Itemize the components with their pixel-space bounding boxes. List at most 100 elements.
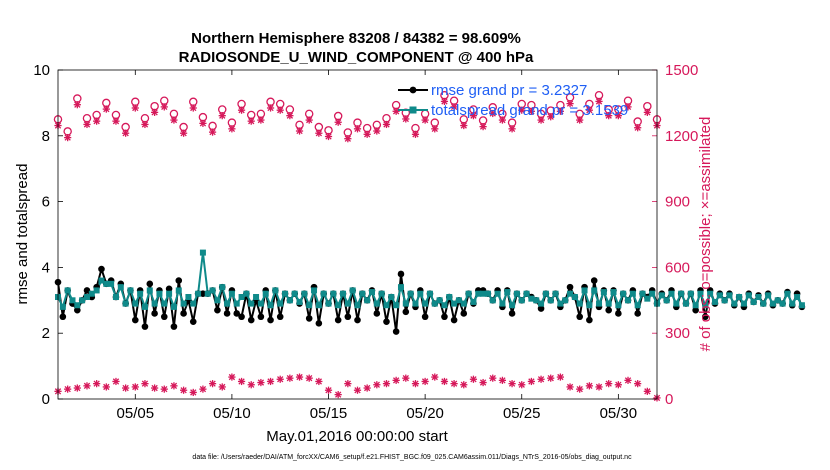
- totalspread-point: [151, 300, 158, 307]
- totalspread-point: [581, 287, 588, 294]
- totalspread-point: [779, 300, 786, 307]
- y-right-tick-label: 1200: [665, 128, 698, 145]
- obs-rejected-point: [508, 380, 516, 388]
- chart-title-line2: RADIOSONDE_U_WIND_COMPONENT @ 400 hPa: [179, 49, 534, 66]
- obs-assimilated-point: [479, 123, 487, 131]
- obs-assimilated-point: [266, 104, 275, 112]
- totalspread-point: [644, 295, 651, 302]
- totalspread-point: [286, 297, 293, 304]
- x-tick-label: 05/20: [406, 405, 444, 422]
- obs-rejected-point: [228, 373, 236, 381]
- totalspread-point: [325, 300, 332, 307]
- rmse-point: [83, 287, 91, 294]
- obs-rejected-point: [247, 381, 255, 389]
- totalspread-point: [88, 290, 95, 297]
- obs-rejected-point: [547, 374, 555, 382]
- rmse-point: [421, 313, 429, 321]
- obs-rejected-point: [595, 383, 603, 391]
- totalspread-point: [112, 294, 119, 301]
- totalspread-point: [340, 290, 347, 297]
- obs-assimilated-point: [469, 112, 478, 120]
- obs-rejected-point: [102, 383, 110, 391]
- obs-rejected-point: [460, 381, 468, 389]
- obs-assimilated-point: [112, 117, 120, 125]
- totalspread-point: [504, 289, 511, 296]
- obs-rejected-point: [576, 385, 584, 393]
- totalspread-point: [69, 297, 76, 304]
- y-axis-right-label: # of obs: o=possible; ×=assimilated: [697, 117, 714, 352]
- totalspread-point: [499, 300, 506, 307]
- rmse-point: [634, 310, 641, 317]
- totalspread-point: [470, 298, 477, 305]
- totalspread-point: [127, 287, 134, 294]
- totalspread-point: [214, 297, 221, 304]
- obs-assimilated-point: [353, 125, 362, 133]
- obs-rejected-point: [556, 373, 564, 381]
- obs-rejected-point: [276, 375, 284, 383]
- rmse-point: [59, 313, 67, 321]
- totalspread-point: [673, 300, 680, 307]
- obs-assimilated-point: [334, 118, 342, 126]
- obs-assimilated-point: [634, 124, 642, 132]
- totalspread-point: [388, 294, 395, 301]
- totalspread-point: [480, 290, 487, 297]
- totalspread-point: [296, 298, 303, 305]
- totalspread-point: [426, 290, 433, 297]
- obs-assimilated-point: [460, 121, 468, 130]
- totalspread-point: [639, 290, 646, 297]
- y-left-tick-label: 4: [42, 259, 50, 276]
- rmse-point: [392, 328, 400, 335]
- totalspread-point: [267, 302, 274, 309]
- totalspread-point: [122, 300, 129, 307]
- rmse-point: [315, 320, 323, 327]
- obs-assimilated-point: [199, 119, 207, 127]
- totalspread-point: [277, 300, 284, 307]
- totalspread-point: [190, 300, 197, 307]
- totalspread-point: [397, 284, 404, 291]
- totalspread-point: [368, 289, 375, 296]
- obs-assimilated-point: [160, 103, 168, 111]
- totalspread-point: [760, 300, 767, 307]
- totalspread-point: [562, 297, 569, 304]
- totalspread-point: [634, 302, 641, 309]
- obs-rejected-point: [170, 382, 178, 390]
- rmse-point: [615, 310, 622, 317]
- obs-rejected-point: [392, 376, 400, 384]
- obs-assimilated-point: [151, 108, 159, 116]
- totalspread-point: [446, 294, 453, 301]
- obs-rejected-point: [64, 385, 72, 393]
- obs-assimilated-point: [218, 112, 226, 120]
- obs-assimilated-point: [93, 117, 101, 125]
- obs-assimilated-point: [208, 128, 217, 136]
- x-tick-label: 05/25: [503, 405, 541, 422]
- totalspread-point: [282, 290, 289, 297]
- obs-rejected-point: [218, 383, 226, 391]
- rmse-point: [189, 318, 197, 325]
- obs-rejected-point: [257, 378, 265, 387]
- totalspread-point: [615, 302, 622, 309]
- rmse-point: [354, 316, 361, 324]
- obs-rejected-point: [421, 377, 429, 386]
- totalspread-point: [233, 300, 240, 307]
- totalspread-point: [605, 300, 612, 307]
- obs-rejected-point: [141, 380, 149, 388]
- totalspread-point: [373, 300, 380, 307]
- obs-rejected-point: [189, 388, 197, 397]
- obs-assimilated-point: [363, 130, 371, 138]
- totalspread-point: [243, 290, 250, 297]
- obs-rejected-point: [479, 378, 487, 387]
- data-file-footnote: data file: /Users/raeder/DAI/ATM_forcXX/…: [192, 454, 632, 461]
- obs-assimilated-point: [276, 106, 284, 114]
- totalspread-point: [248, 300, 255, 307]
- obs-rejected-point: [489, 374, 497, 382]
- totalspread-point: [349, 287, 356, 294]
- totalspread-point: [59, 303, 66, 310]
- totalspread-point: [518, 297, 525, 304]
- totalspread-point: [533, 297, 540, 304]
- rmse-point: [233, 310, 241, 317]
- totalspread-point: [224, 300, 231, 307]
- obs-assimilated-point: [189, 104, 197, 112]
- totalspread-point: [359, 290, 366, 297]
- obs-rejected-point: [315, 377, 323, 386]
- legend-spread-marker: [409, 106, 417, 114]
